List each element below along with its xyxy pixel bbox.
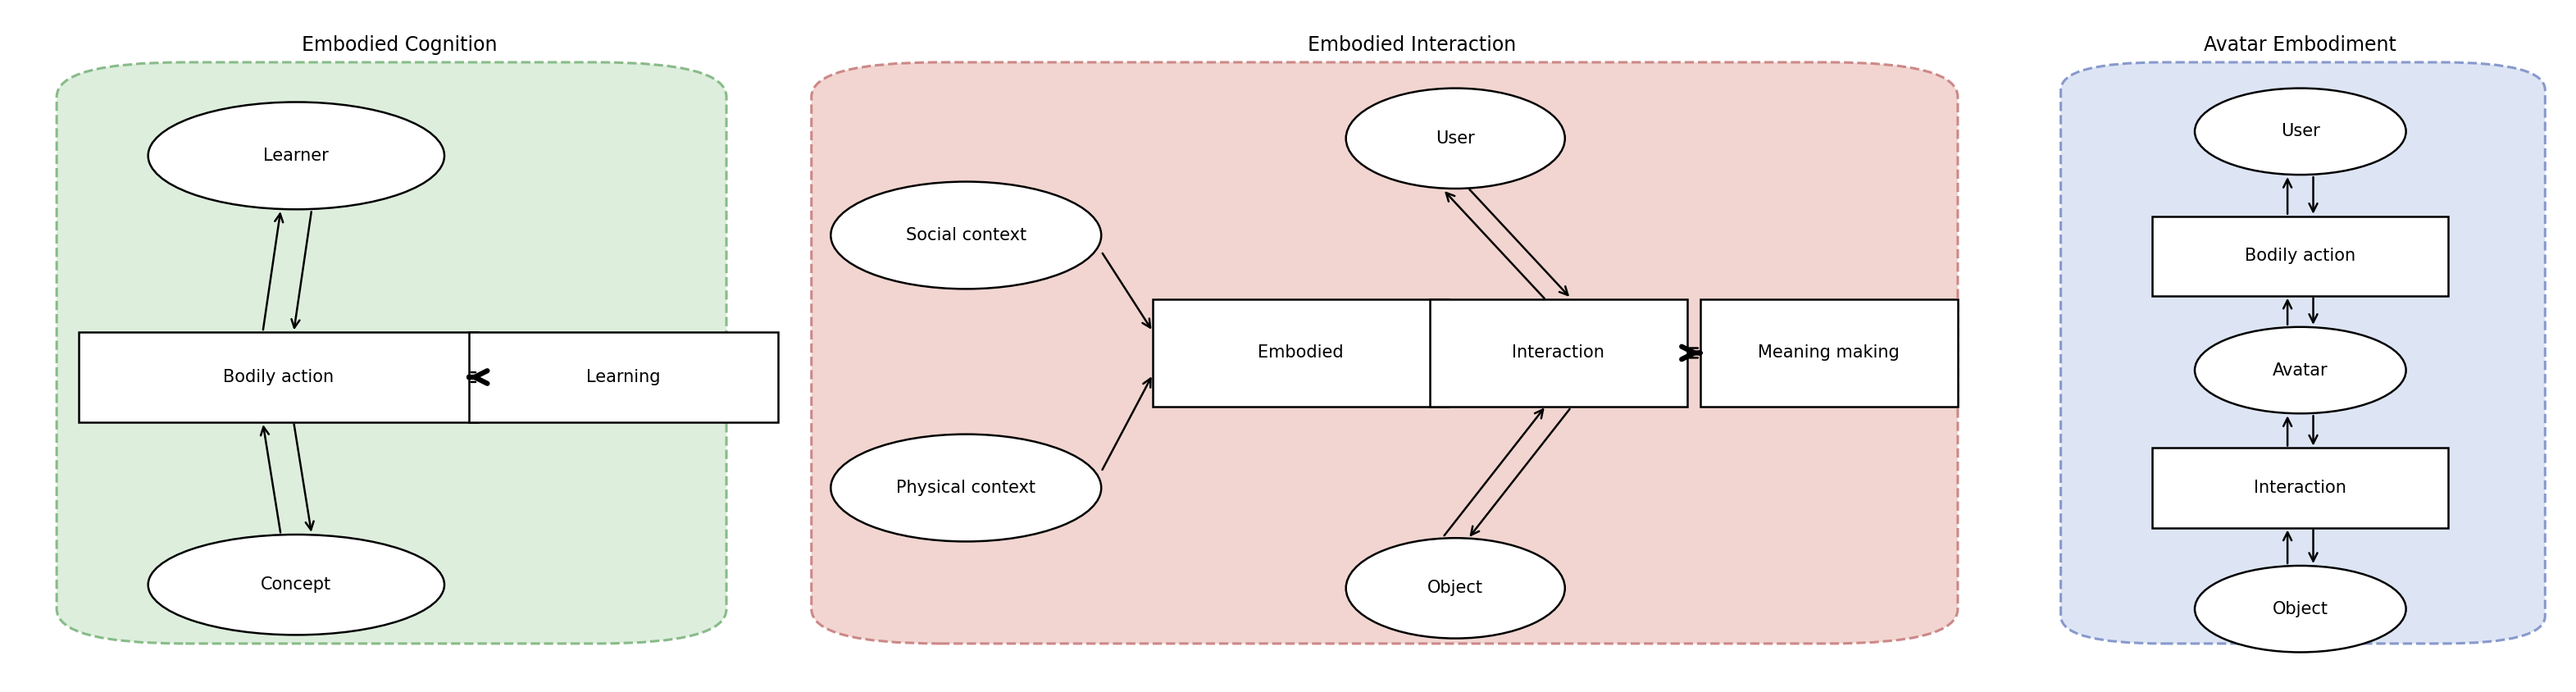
FancyBboxPatch shape <box>1700 299 1958 407</box>
FancyBboxPatch shape <box>2061 62 2545 644</box>
Text: Interaction: Interaction <box>2254 480 2347 496</box>
Text: User: User <box>2280 123 2321 140</box>
Ellipse shape <box>149 102 446 209</box>
FancyBboxPatch shape <box>469 332 778 422</box>
Ellipse shape <box>1345 88 1564 188</box>
Ellipse shape <box>829 435 1100 541</box>
FancyBboxPatch shape <box>1430 299 1687 407</box>
Text: Physical context: Physical context <box>896 480 1036 496</box>
Text: User: User <box>1435 130 1476 147</box>
Ellipse shape <box>2195 88 2406 174</box>
Ellipse shape <box>149 534 446 635</box>
Ellipse shape <box>829 181 1100 289</box>
Text: Avatar: Avatar <box>2272 362 2329 379</box>
Ellipse shape <box>2195 327 2406 413</box>
Text: Object: Object <box>2272 601 2329 617</box>
Text: Meaning making: Meaning making <box>1759 345 1899 361</box>
Text: Bodily action: Bodily action <box>222 369 335 385</box>
Ellipse shape <box>1345 538 1564 638</box>
Text: Interaction: Interaction <box>1512 345 1605 361</box>
Text: Bodily action: Bodily action <box>2244 248 2357 264</box>
Text: Avatar Embodiment: Avatar Embodiment <box>2205 35 2396 55</box>
Text: Embodied Interaction: Embodied Interaction <box>1309 35 1515 55</box>
Ellipse shape <box>2195 566 2406 652</box>
Text: Social context: Social context <box>907 227 1025 244</box>
Text: Object: Object <box>1427 580 1484 597</box>
FancyBboxPatch shape <box>77 332 479 422</box>
Text: Concept: Concept <box>260 576 332 593</box>
Text: Learning: Learning <box>587 369 659 385</box>
Text: Embodied Cognition: Embodied Cognition <box>301 35 497 55</box>
Text: Learner: Learner <box>263 147 330 164</box>
FancyBboxPatch shape <box>2151 216 2447 296</box>
Text: Embodied: Embodied <box>1257 345 1345 361</box>
FancyBboxPatch shape <box>2151 448 2447 527</box>
FancyBboxPatch shape <box>1154 299 1448 407</box>
FancyBboxPatch shape <box>811 62 1958 644</box>
FancyBboxPatch shape <box>57 62 726 644</box>
